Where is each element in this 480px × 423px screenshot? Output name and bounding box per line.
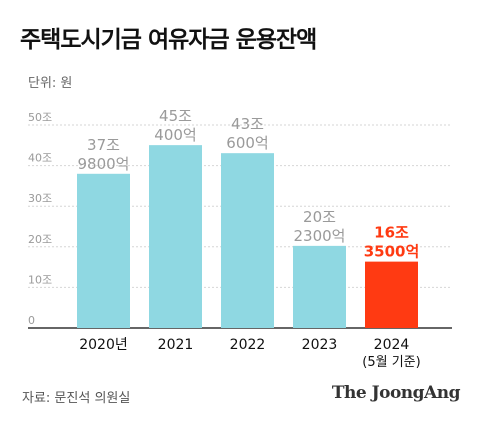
source-note: 자료: 문진석 의원실 (22, 391, 131, 406)
data-label: 2300억 (294, 227, 346, 245)
y-tick-label: 50조 (28, 111, 52, 124)
data-label: 37조 (87, 136, 120, 154)
data-label: 400억 (154, 126, 196, 144)
chart-title: 주택도시기금 여유자금 운용잔액 (20, 27, 317, 53)
data-label: 43조 (231, 115, 264, 133)
x-tick-label: 2023 (302, 337, 338, 353)
data-label: 20조 (303, 208, 336, 226)
data-label: 16조 (374, 224, 409, 242)
x-tick-label: 2021 (158, 337, 194, 353)
x-tick-label: 2022 (230, 337, 266, 353)
bar (365, 261, 418, 328)
data-label: 3500억 (364, 243, 420, 261)
y-tick-label: 0 (28, 314, 35, 327)
x-tick-label: 2020년 (79, 337, 128, 353)
bar (77, 173, 130, 328)
x-tick-label: 2024 (374, 337, 410, 353)
brand-logo: The JoongAng (331, 383, 461, 403)
unit-label: 단위: 원 (28, 76, 73, 91)
bar (293, 245, 346, 328)
data-label: 9800억 (78, 155, 130, 173)
y-tick-label: 40조 (28, 152, 52, 165)
data-label: 45조 (159, 107, 192, 125)
y-tick-label: 20조 (28, 233, 52, 246)
y-tick-label: 30조 (28, 192, 52, 205)
y-tick-label: 10조 (28, 273, 52, 286)
bar (149, 145, 202, 328)
bar (221, 153, 274, 328)
data-label: 600억 (226, 134, 268, 152)
x-tick-sublabel: (5월 기준) (362, 355, 420, 370)
